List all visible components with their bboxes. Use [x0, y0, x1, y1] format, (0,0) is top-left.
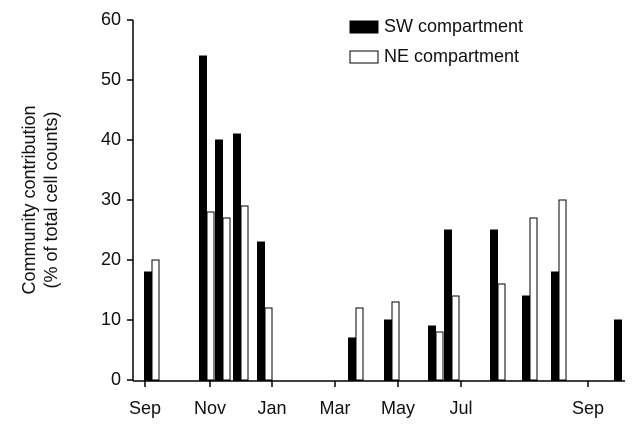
bar: [240, 205, 249, 381]
x-tick-label: Jan: [257, 398, 286, 418]
bar: [428, 325, 436, 381]
bar: [614, 319, 622, 381]
x-tick-label: Sep: [572, 398, 604, 418]
y-axis-title-line: (% of total cell counts): [41, 111, 61, 288]
bar: [151, 259, 160, 381]
y-tick-label: 60: [101, 9, 121, 29]
bar: [215, 139, 223, 381]
x-tick-label: May: [381, 398, 415, 418]
x-tick-label: Jul: [449, 398, 472, 418]
y-tick-label: 10: [101, 309, 121, 329]
bar: [490, 229, 498, 381]
bar: [144, 271, 152, 381]
bar: [348, 337, 356, 381]
bar: [264, 307, 273, 381]
y-axis-title-line: Community contribution: [19, 105, 39, 294]
x-tick-label: Sep: [129, 398, 161, 418]
legend-label: NE compartment: [384, 46, 519, 66]
y-tick-label: 20: [101, 249, 121, 269]
x-tick-label: Nov: [194, 398, 226, 418]
bar: [451, 295, 460, 381]
bar: [384, 319, 392, 381]
bar: [497, 283, 506, 381]
bar: [222, 217, 231, 381]
bar: [444, 229, 452, 381]
bar: [529, 217, 538, 381]
bar: [551, 271, 559, 381]
y-tick-label: 30: [101, 189, 121, 209]
legend-label: SW compartment: [384, 16, 523, 36]
bar: [558, 199, 567, 381]
bar: [435, 331, 444, 381]
legend-swatch: [349, 20, 379, 34]
y-tick-label: 40: [101, 129, 121, 149]
bar: [391, 301, 400, 381]
y-tick-label: 50: [101, 69, 121, 89]
legend-swatch: [349, 50, 379, 64]
bar: [206, 211, 215, 381]
bar: [522, 295, 530, 381]
bar: [199, 55, 207, 381]
y-axis-title: Community contribution (% of total cell …: [19, 105, 61, 294]
bar: [355, 307, 364, 381]
bar: [233, 133, 241, 381]
y-tick-label: 0: [111, 369, 121, 389]
bar: [257, 241, 265, 381]
x-tick-label: Mar: [320, 398, 351, 418]
